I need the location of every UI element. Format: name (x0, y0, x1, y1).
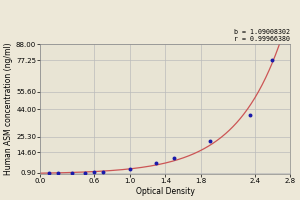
Point (69, 171, 74, 174)
Point (248, 113, 253, 117)
X-axis label: Optical Density: Optical Density (136, 187, 195, 196)
Point (100, 170, 105, 173)
Point (172, 156, 177, 159)
Point (92, 171, 96, 174)
Y-axis label: Human ASM concentration (ng/ml): Human ASM concentration (ng/ml) (4, 43, 13, 175)
Point (56, 171, 61, 174)
Point (47, 171, 52, 174)
Text: b = 1.09008302
r = 0.99966380: b = 1.09008302 r = 0.99966380 (234, 29, 290, 42)
Point (127, 167, 132, 170)
Point (154, 161, 159, 164)
Point (82, 171, 87, 174)
Point (208, 140, 212, 143)
Point (270, 59, 275, 62)
